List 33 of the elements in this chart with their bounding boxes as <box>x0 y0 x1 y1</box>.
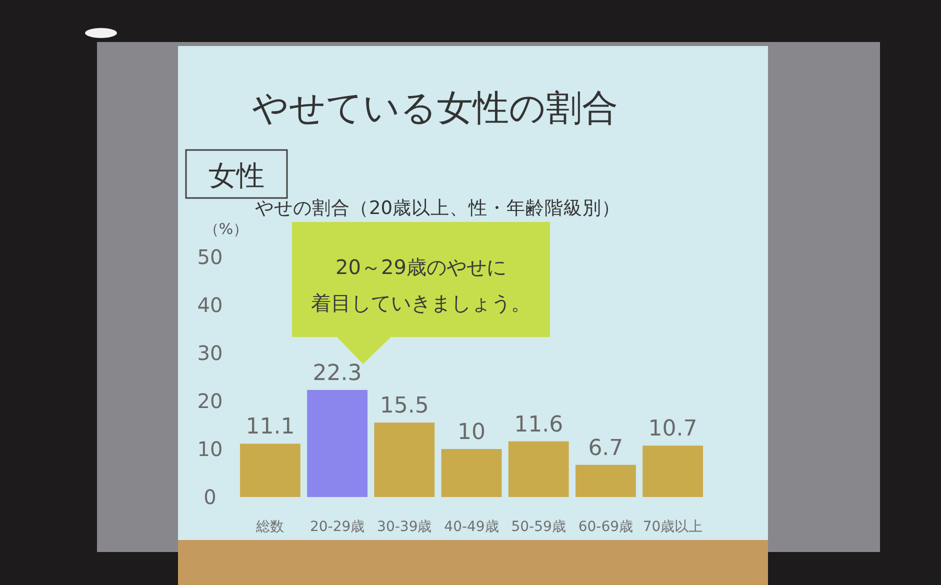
data-label: 10 <box>458 420 486 445</box>
bar <box>642 446 703 497</box>
data-label: 15.5 <box>380 394 429 419</box>
x-tick-label: 50-59歳 <box>511 519 566 535</box>
y-tick-label: 50 <box>197 245 223 269</box>
text: 女性 <box>208 159 264 192</box>
bar <box>576 464 636 497</box>
x-tick-label: 30-39歳 <box>377 519 432 535</box>
y-tick-label: 20 <box>197 389 223 413</box>
chart-subtitle: やせの割合（20歳以上、性・年齢階級別） <box>255 198 621 219</box>
x-tick-label: 40-49歳 <box>444 519 499 535</box>
data-label: 10.7 <box>648 416 698 442</box>
bar <box>307 390 368 497</box>
bar <box>374 422 435 497</box>
x-tick-label: 総数 <box>255 519 284 535</box>
annotation: 20～29歳のやせに <box>336 255 506 279</box>
annotation: 着目していきましょう。 <box>311 291 531 315</box>
bar <box>240 444 300 497</box>
y-tick-label: 10 <box>197 437 223 461</box>
data-label: 6.7 <box>588 436 624 461</box>
chart-title: やせている女性の割合 <box>252 88 618 129</box>
y-axis-title: （%） <box>204 220 248 238</box>
bar <box>441 449 502 497</box>
data-label: 11.6 <box>514 412 564 438</box>
data-label: 11.1 <box>246 414 295 440</box>
y-tick-label: 40 <box>197 293 223 317</box>
bar <box>508 441 569 497</box>
x-tick-label: 60-69歳 <box>578 519 634 535</box>
data-label: 22.3 <box>312 360 362 386</box>
y-tick-label: 30 <box>197 341 223 365</box>
x-tick-label: 20-29歳 <box>310 519 365 535</box>
y-tick-label: 0 <box>204 485 216 509</box>
x-tick-label: 70歳以上 <box>642 519 703 535</box>
